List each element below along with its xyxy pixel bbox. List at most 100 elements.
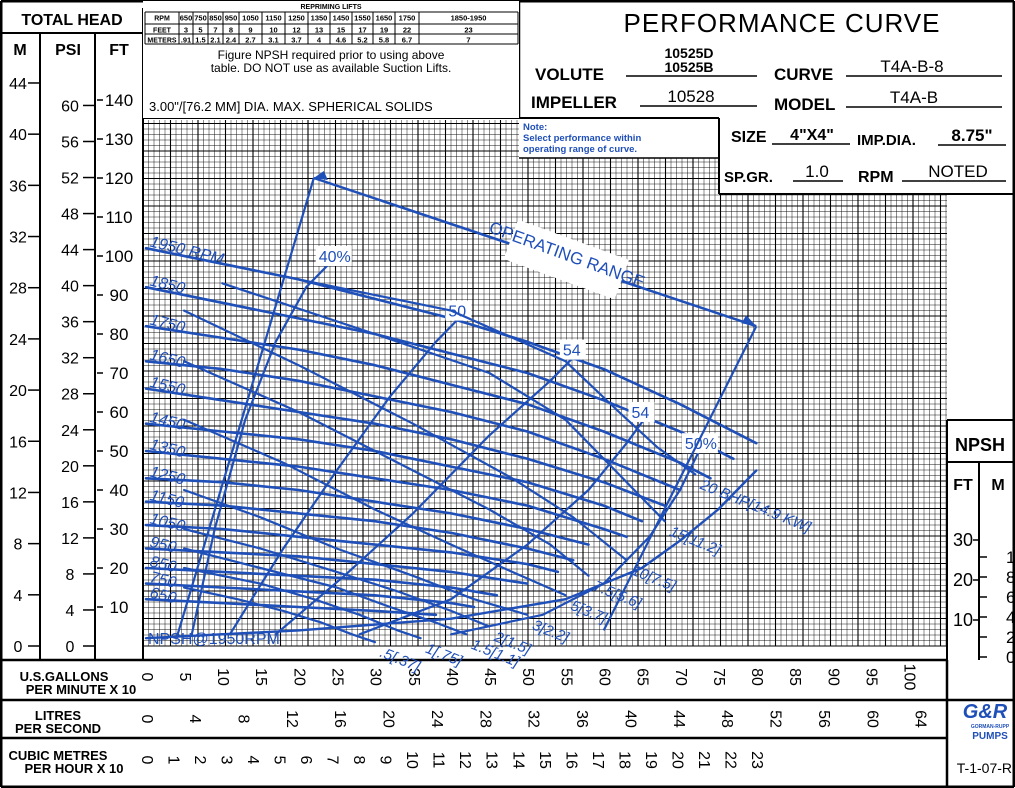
bhp-curve [183, 418, 567, 597]
head-curve-label: 750 [148, 569, 178, 592]
lifts-cell: 2.1 [210, 36, 220, 45]
lifts-note-1: Figure NPSH required prior to using abov… [218, 48, 445, 62]
lps-tick-label: 0 [138, 715, 155, 724]
lifts-cell: .91 [181, 36, 191, 45]
lps-tick-label: 52 [767, 710, 784, 728]
m3h-tick-label: 1 [164, 756, 181, 765]
m3h-tick-label: 4 [244, 756, 261, 765]
m3h-tick-label: 13 [483, 751, 500, 769]
header-backdrop [519, 0, 1015, 118]
head-curve [144, 523, 560, 574]
lifts-cell: 1150 [265, 14, 281, 23]
m3h-tick-label: 0 [138, 756, 155, 765]
note-backdrop [519, 118, 719, 158]
lifts-cell: 1.5 [195, 36, 205, 45]
gpm-tick-label: 85 [786, 668, 803, 686]
bhp-curve [183, 360, 590, 577]
ft-tick-label: 90 [110, 286, 129, 305]
efficiency-label: 50 [448, 304, 466, 321]
efficiency-label-backdrop [315, 246, 352, 266]
lps-tick-label: 48 [718, 710, 735, 728]
lps-tick-label: 44 [670, 710, 687, 728]
m3h-label-1: CUBIC METRES [9, 748, 108, 763]
lifts-cell: 5.8 [379, 36, 389, 45]
ft-tick-label: 60 [110, 403, 129, 422]
npsh-title: NPSH [955, 435, 1005, 455]
m3h-tick-label: 10 [403, 751, 420, 769]
spgr-label: SP.GR. [724, 169, 773, 186]
bhp-curve [183, 547, 468, 636]
gpm-tick-label: 25 [328, 668, 345, 686]
gpm-tick-label: 40 [443, 668, 460, 686]
ft-tick-label: 10 [110, 598, 129, 617]
bhp-curve [297, 278, 697, 476]
page-title: PERFORMANCE CURVE [623, 8, 940, 38]
curve-layer: 1950 RPM18501750165015501450135012501150… [144, 171, 814, 676]
ft-tick-label: 130 [105, 130, 133, 149]
m3h-tick-label: 20 [668, 751, 685, 769]
head-curve-label: 950 [148, 534, 178, 557]
lps-tick-label: 16 [331, 710, 348, 728]
lps-tick-label: 40 [621, 710, 638, 728]
ft-tick-label: 50 [110, 442, 129, 461]
gpm-tick-label: 0 [138, 673, 155, 682]
lps-tick-label: 32 [525, 710, 542, 728]
m3h-tick-label: 15 [536, 751, 553, 769]
npsh-m-tick-label: 2 [1006, 628, 1015, 647]
lifts-cell: 7 [213, 26, 217, 35]
gpm-label-2: PER MINUTE X 10 [26, 682, 137, 697]
ft-tick-label: 80 [110, 325, 129, 344]
lifts-cell: 750 [194, 14, 207, 23]
total-head-label: TOTAL HEAD [21, 12, 122, 29]
lps-tick-label: 4 [186, 715, 203, 724]
ft-tick-label: 110 [105, 208, 132, 227]
lps-tick-label: 28 [476, 710, 493, 728]
lifts-cell: 2.7 [245, 36, 255, 45]
psi-tick-label: 40 [61, 279, 79, 296]
npsh-ft-tick-label: 30 [953, 530, 973, 550]
lps-tick-label: 56 [815, 710, 832, 728]
gpm-label-1: U.S.GALLONS [20, 669, 109, 684]
m-tick-label: 36 [9, 178, 27, 195]
lifts-cell: 950 [225, 14, 238, 23]
m-axis-label: M [13, 42, 26, 59]
lifts-cell: 1750 [399, 14, 416, 23]
bhp-curve [221, 282, 666, 523]
gpm-tick-label: 30 [367, 668, 384, 686]
m3h-tick-label: 18 [615, 751, 632, 769]
chart-grid [142, 0, 1015, 660]
bhp-label: 3[2.2] [530, 617, 572, 647]
gpm-tick-label: 15 [252, 668, 269, 686]
ft-tick-label: 30 [110, 520, 129, 539]
m-tick-label: 4 [14, 588, 23, 605]
lps-label-2: PER SECOND [15, 721, 101, 736]
note-title: Note: [523, 122, 547, 133]
efficiency-label: 54 [631, 405, 649, 422]
m3h-tick-label: 8 [350, 756, 367, 765]
npsh-m-tick-label: 0 [1006, 648, 1015, 667]
m-tick-label: 20 [9, 383, 27, 400]
m3h-tick-label: 9 [377, 756, 394, 765]
lps-tick-label: 60 [863, 710, 880, 728]
efficiency-label-backdrop [628, 402, 655, 422]
head-curve [144, 360, 682, 492]
lifts-cell: 1650 [376, 14, 393, 23]
note-line-3: operating range of curve. [523, 144, 637, 155]
psi-tick-label: 4 [66, 603, 75, 620]
spgr-value: 1.0 [805, 162, 829, 181]
lifts-cell: 5 [198, 26, 202, 35]
npsh-ft-label: FT [953, 477, 973, 494]
psi-tick-label: 48 [61, 207, 79, 224]
bhp-label: 5[3.7] [568, 597, 610, 627]
m-tick-label: 44 [9, 76, 27, 93]
volute-value-2: 10525B [664, 59, 713, 75]
head-curve [144, 582, 476, 609]
lifts-cell: 8 [229, 26, 233, 35]
psi-axis-label: PSI [55, 42, 81, 59]
npsh-m-tick-label: 4 [1006, 608, 1015, 627]
lifts-cell: 850 [209, 14, 222, 23]
m3h-tick-label: 23 [748, 751, 765, 769]
